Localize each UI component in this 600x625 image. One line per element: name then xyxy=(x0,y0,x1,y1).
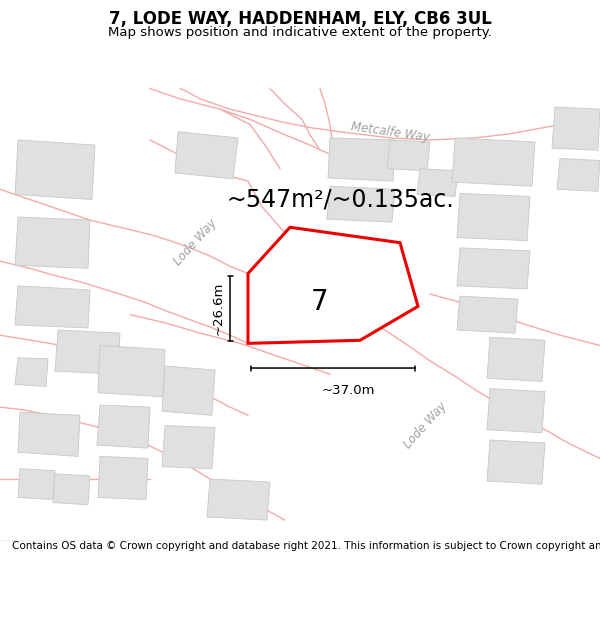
Polygon shape xyxy=(457,248,530,289)
Polygon shape xyxy=(15,286,90,328)
Polygon shape xyxy=(55,330,120,374)
Polygon shape xyxy=(487,338,545,381)
Polygon shape xyxy=(552,107,600,150)
Polygon shape xyxy=(15,217,90,268)
Polygon shape xyxy=(98,456,148,499)
Polygon shape xyxy=(162,426,215,469)
Polygon shape xyxy=(15,140,95,199)
Polygon shape xyxy=(328,138,395,181)
Text: Lode Way: Lode Way xyxy=(401,400,449,451)
Polygon shape xyxy=(53,474,90,504)
Polygon shape xyxy=(557,159,600,191)
Text: 7, LODE WAY, HADDENHAM, ELY, CB6 3UL: 7, LODE WAY, HADDENHAM, ELY, CB6 3UL xyxy=(109,11,491,29)
Polygon shape xyxy=(18,469,55,499)
Text: ~547m²/~0.135ac.: ~547m²/~0.135ac. xyxy=(226,188,454,211)
Polygon shape xyxy=(387,140,430,171)
Polygon shape xyxy=(98,346,165,397)
Polygon shape xyxy=(97,405,150,448)
Polygon shape xyxy=(452,138,535,186)
Text: ~37.0m: ~37.0m xyxy=(321,384,375,398)
Polygon shape xyxy=(417,169,458,196)
Polygon shape xyxy=(248,228,418,343)
Text: 7: 7 xyxy=(311,288,329,316)
Polygon shape xyxy=(327,186,395,222)
Polygon shape xyxy=(15,357,48,386)
Polygon shape xyxy=(457,193,530,241)
Text: Metcalfe Way: Metcalfe Way xyxy=(350,120,430,144)
Polygon shape xyxy=(457,296,518,333)
Polygon shape xyxy=(207,479,270,520)
Text: Lode Way: Lode Way xyxy=(171,217,219,268)
Text: Map shows position and indicative extent of the property.: Map shows position and indicative extent… xyxy=(108,26,492,39)
Polygon shape xyxy=(162,366,215,415)
Polygon shape xyxy=(18,412,80,456)
Polygon shape xyxy=(175,132,238,179)
Text: ~26.6m: ~26.6m xyxy=(212,282,225,335)
Polygon shape xyxy=(487,440,545,484)
Text: Contains OS data © Crown copyright and database right 2021. This information is : Contains OS data © Crown copyright and d… xyxy=(12,541,600,551)
Polygon shape xyxy=(487,389,545,432)
